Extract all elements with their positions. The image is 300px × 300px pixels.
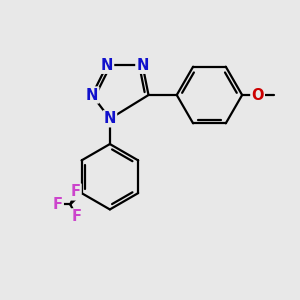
Text: F: F: [70, 184, 81, 200]
Text: N: N: [136, 58, 149, 73]
Text: F: F: [53, 197, 63, 212]
Text: N: N: [86, 88, 98, 103]
Text: F: F: [72, 209, 82, 224]
Text: O: O: [251, 88, 264, 103]
Text: N: N: [101, 58, 113, 73]
Text: N: N: [104, 111, 116, 126]
